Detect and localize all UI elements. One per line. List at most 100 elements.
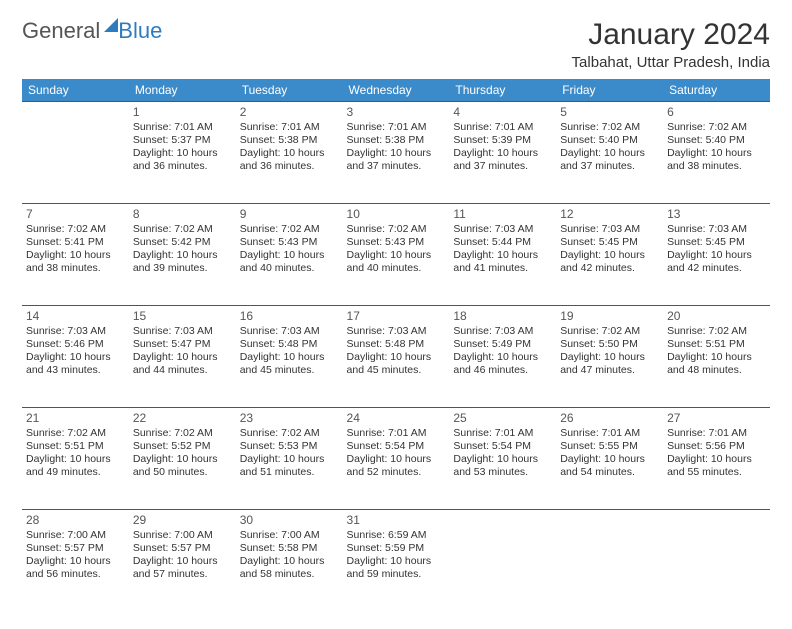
day-number: 24 xyxy=(347,411,446,425)
day-number: 21 xyxy=(26,411,125,425)
day-number: 1 xyxy=(133,105,232,119)
day-number: 16 xyxy=(240,309,339,323)
calendar-header-row: SundayMondayTuesdayWednesdayThursdayFrid… xyxy=(22,79,770,102)
day-number: 28 xyxy=(26,513,125,527)
calendar-header-cell: Friday xyxy=(556,79,663,102)
calendar-cell: 18 Sunrise: 7:03 AMSunset: 5:49 PMDayligh… xyxy=(449,306,556,408)
calendar-cell: 2 Sunrise: 7:01 AMSunset: 5:38 PMDaylight… xyxy=(236,102,343,204)
calendar-cell: 8Sunrise: 7:02 AMSunset: 5:42 PMDaylight… xyxy=(129,204,236,306)
day-info: Sunrise: 7:02 AMSunset: 5:42 PMDaylight:… xyxy=(133,223,232,276)
calendar-cell: 14 Sunrise: 7:03 AMSunset: 5:46 PMDayligh… xyxy=(22,306,129,408)
day-info: Sunrise: 7:02 AMSunset: 5:50 PMDaylight:… xyxy=(560,325,659,378)
calendar-cell: 4 Sunrise: 7:01 AMSunset: 5:39 PMDaylight… xyxy=(449,102,556,204)
day-info: Sunrise: 7:01 AMSunset: 5:38 PMDaylight:… xyxy=(240,121,339,174)
day-number: 9 xyxy=(240,207,339,221)
day-number: 20 xyxy=(667,309,766,323)
calendar-cell: 13 Sunrise: 7:03 AMSunset: 5:45 PMDayligh… xyxy=(663,204,770,306)
calendar-cell: 9 Sunrise: 7:02 AMSunset: 5:43 PMDaylight… xyxy=(236,204,343,306)
calendar-cell: 28 Sunrise: 7:00 AMSunset: 5:57 PMDayligh… xyxy=(22,510,129,612)
day-number: 14 xyxy=(26,309,125,323)
day-info: Sunrise: 7:02 AMSunset: 5:40 PMDaylight:… xyxy=(560,121,659,174)
calendar-row: 28 Sunrise: 7:00 AMSunset: 5:57 PMDayligh… xyxy=(22,510,770,612)
day-number: 15 xyxy=(133,309,232,323)
day-number: 13 xyxy=(667,207,766,221)
calendar-header-cell: Thursday xyxy=(449,79,556,102)
day-info: Sunrise: 7:02 AMSunset: 5:53 PMDaylight:… xyxy=(240,427,339,480)
calendar-cell xyxy=(449,510,556,612)
day-number: 30 xyxy=(240,513,339,527)
calendar-cell: 11 Sunrise: 7:03 AMSunset: 5:44 PMDayligh… xyxy=(449,204,556,306)
calendar-cell: 23Sunrise: 7:02 AMSunset: 5:53 PMDayligh… xyxy=(236,408,343,510)
calendar-row: 7Sunrise: 7:02 AMSunset: 5:41 PMDaylight… xyxy=(22,204,770,306)
day-info: Sunrise: 7:02 AMSunset: 5:43 PMDaylight:… xyxy=(347,223,446,276)
calendar-cell: 27 Sunrise: 7:01 AMSunset: 5:56 PMDayligh… xyxy=(663,408,770,510)
calendar-cell: 17Sunrise: 7:03 AMSunset: 5:48 PMDayligh… xyxy=(343,306,450,408)
day-info: Sunrise: 7:01 AMSunset: 5:37 PMDaylight:… xyxy=(133,121,232,174)
day-info: Sunrise: 7:01 AMSunset: 5:54 PMDaylight:… xyxy=(453,427,552,480)
title-block: January 2024 Talbahat, Uttar Pradesh, In… xyxy=(572,18,770,71)
calendar-cell xyxy=(663,510,770,612)
calendar-cell: 22Sunrise: 7:02 AMSunset: 5:52 PMDayligh… xyxy=(129,408,236,510)
day-info: Sunrise: 6:59 AMSunset: 5:59 PMDaylight:… xyxy=(347,529,446,582)
calendar-table: SundayMondayTuesdayWednesdayThursdayFrid… xyxy=(22,79,770,611)
brand-logo: General Blue xyxy=(22,18,162,44)
calendar-cell: 5 Sunrise: 7:02 AMSunset: 5:40 PMDaylight… xyxy=(556,102,663,204)
day-info: Sunrise: 7:01 AMSunset: 5:39 PMDaylight:… xyxy=(453,121,552,174)
calendar-row: 14 Sunrise: 7:03 AMSunset: 5:46 PMDayligh… xyxy=(22,306,770,408)
calendar-cell: 21 Sunrise: 7:02 AMSunset: 5:51 PMDayligh… xyxy=(22,408,129,510)
day-info: Sunrise: 7:01 AMSunset: 5:55 PMDaylight:… xyxy=(560,427,659,480)
day-number: 27 xyxy=(667,411,766,425)
calendar-cell: 20 Sunrise: 7:02 AMSunset: 5:51 PMDayligh… xyxy=(663,306,770,408)
day-info: Sunrise: 7:03 AMSunset: 5:49 PMDaylight:… xyxy=(453,325,552,378)
calendar-row: 1 Sunrise: 7:01 AMSunset: 5:37 PMDaylight… xyxy=(22,102,770,204)
day-number: 3 xyxy=(347,105,446,119)
calendar-cell: 26 Sunrise: 7:01 AMSunset: 5:55 PMDayligh… xyxy=(556,408,663,510)
day-number: 5 xyxy=(560,105,659,119)
page-title: January 2024 xyxy=(572,18,770,52)
calendar-cell: 19 Sunrise: 7:02 AMSunset: 5:50 PMDayligh… xyxy=(556,306,663,408)
day-number: 31 xyxy=(347,513,446,527)
page-subtitle: Talbahat, Uttar Pradesh, India xyxy=(572,54,770,71)
calendar-cell: 24 Sunrise: 7:01 AMSunset: 5:54 PMDayligh… xyxy=(343,408,450,510)
calendar-cell: 7Sunrise: 7:02 AMSunset: 5:41 PMDaylight… xyxy=(22,204,129,306)
day-info: Sunrise: 7:00 AMSunset: 5:58 PMDaylight:… xyxy=(240,529,339,582)
day-info: Sunrise: 7:00 AMSunset: 5:57 PMDaylight:… xyxy=(26,529,125,582)
day-number: 7 xyxy=(26,207,125,221)
brand-triangle-icon xyxy=(104,18,118,32)
day-info: Sunrise: 7:03 AMSunset: 5:46 PMDaylight:… xyxy=(26,325,125,378)
day-info: Sunrise: 7:01 AMSunset: 5:56 PMDaylight:… xyxy=(667,427,766,480)
day-info: Sunrise: 7:03 AMSunset: 5:45 PMDaylight:… xyxy=(667,223,766,276)
calendar-cell: 6Sunrise: 7:02 AMSunset: 5:40 PMDaylight… xyxy=(663,102,770,204)
calendar-header-cell: Saturday xyxy=(663,79,770,102)
day-number: 11 xyxy=(453,207,552,221)
day-number: 18 xyxy=(453,309,552,323)
day-info: Sunrise: 7:00 AMSunset: 5:57 PMDaylight:… xyxy=(133,529,232,582)
day-number: 22 xyxy=(133,411,232,425)
day-info: Sunrise: 7:02 AMSunset: 5:51 PMDaylight:… xyxy=(26,427,125,480)
calendar-cell: 16 Sunrise: 7:03 AMSunset: 5:48 PMDayligh… xyxy=(236,306,343,408)
day-info: Sunrise: 7:03 AMSunset: 5:45 PMDaylight:… xyxy=(560,223,659,276)
calendar-cell: 31 Sunrise: 6:59 AMSunset: 5:59 PMDayligh… xyxy=(343,510,450,612)
day-info: Sunrise: 7:03 AMSunset: 5:47 PMDaylight:… xyxy=(133,325,232,378)
calendar-cell: 25Sunrise: 7:01 AMSunset: 5:54 PMDayligh… xyxy=(449,408,556,510)
day-number: 12 xyxy=(560,207,659,221)
day-info: Sunrise: 7:01 AMSunset: 5:54 PMDaylight:… xyxy=(347,427,446,480)
header: General Blue January 2024 Talbahat, Utta… xyxy=(22,18,770,71)
day-number: 4 xyxy=(453,105,552,119)
day-info: Sunrise: 7:03 AMSunset: 5:48 PMDaylight:… xyxy=(347,325,446,378)
day-info: Sunrise: 7:02 AMSunset: 5:51 PMDaylight:… xyxy=(667,325,766,378)
brand-word1: General xyxy=(22,18,100,44)
calendar-header-cell: Sunday xyxy=(22,79,129,102)
day-info: Sunrise: 7:02 AMSunset: 5:40 PMDaylight:… xyxy=(667,121,766,174)
day-number: 10 xyxy=(347,207,446,221)
day-number: 29 xyxy=(133,513,232,527)
calendar-cell: 29 Sunrise: 7:00 AMSunset: 5:57 PMDayligh… xyxy=(129,510,236,612)
calendar-cell xyxy=(556,510,663,612)
day-number: 26 xyxy=(560,411,659,425)
day-info: Sunrise: 7:02 AMSunset: 5:43 PMDaylight:… xyxy=(240,223,339,276)
day-info: Sunrise: 7:03 AMSunset: 5:44 PMDaylight:… xyxy=(453,223,552,276)
calendar-cell: 1 Sunrise: 7:01 AMSunset: 5:37 PMDaylight… xyxy=(129,102,236,204)
day-number: 19 xyxy=(560,309,659,323)
day-info: Sunrise: 7:03 AMSunset: 5:48 PMDaylight:… xyxy=(240,325,339,378)
day-number: 2 xyxy=(240,105,339,119)
